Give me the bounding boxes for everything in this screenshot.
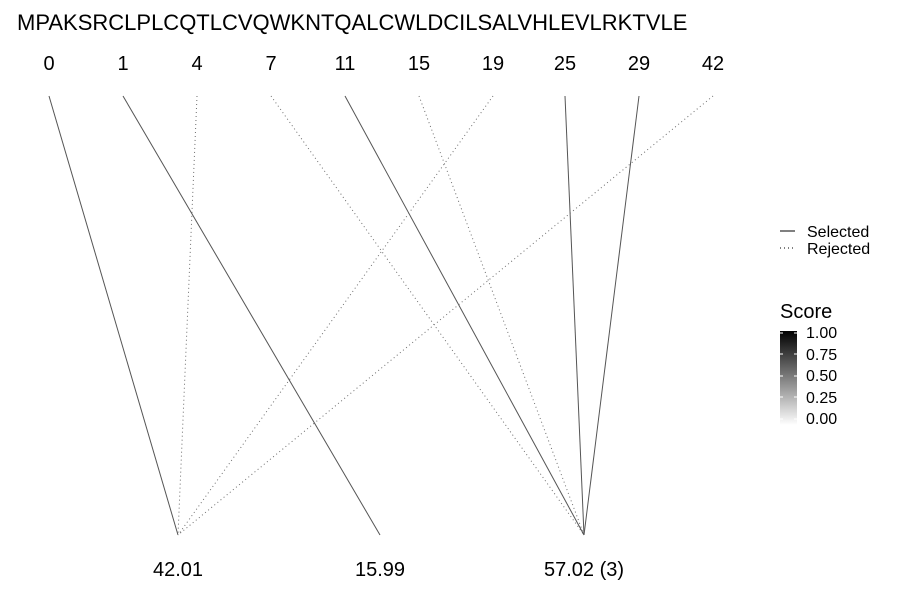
score-tick-label: 0.75 (806, 347, 837, 364)
score-legend-title: Score (780, 301, 832, 323)
rejected-link-line (177, 95, 494, 536)
link-lines (48, 95, 714, 536)
position-label: 19 (482, 53, 504, 75)
position-label: 42 (702, 53, 724, 75)
rejected-link-line (418, 95, 585, 536)
position-labels: 0 1 4 7 11 15 19 25 29 42 (43, 53, 724, 75)
legend-selected-label: Selected (807, 224, 869, 241)
selected-link-line (583, 95, 640, 536)
position-label: 25 (554, 53, 576, 75)
mass-label: 42.01 (153, 559, 203, 581)
selected-link-line (122, 95, 381, 536)
score-tick-label: 0.00 (806, 411, 837, 428)
mass-label: 57.02 (3) (544, 559, 624, 581)
score-colorbar (780, 331, 797, 425)
selected-link-line (48, 95, 179, 536)
rejected-link-line (177, 95, 198, 536)
score-tick-label: 1.00 (806, 325, 837, 342)
rejected-link-line (177, 95, 714, 536)
selected-link-line (344, 95, 585, 536)
legend-rejected-label: Rejected (807, 241, 870, 258)
position-label: 4 (191, 53, 202, 75)
score-tick-label: 0.50 (806, 368, 837, 385)
line-type-legend: Selected Rejected (780, 224, 870, 258)
position-label: 29 (628, 53, 650, 75)
position-label: 7 (265, 53, 276, 75)
position-label: 11 (335, 53, 356, 75)
position-label: 15 (408, 53, 430, 75)
position-label: 0 (43, 53, 54, 75)
selected-link-line (564, 95, 585, 536)
mass-labels: 42.01 15.99 57.02 (3) (153, 559, 624, 581)
score-tick-label: 0.25 (806, 390, 837, 407)
score-legend: Score 1.00 0.75 0.50 0.25 0.00 (780, 301, 837, 428)
rejected-link-line (270, 95, 585, 536)
peptide-sequence: MPAKSRCLPLCQTLCVQWKNTQALCWLDCILSALVHLEVL… (17, 10, 687, 35)
position-label: 1 (117, 53, 128, 75)
mass-label: 15.99 (355, 559, 405, 581)
